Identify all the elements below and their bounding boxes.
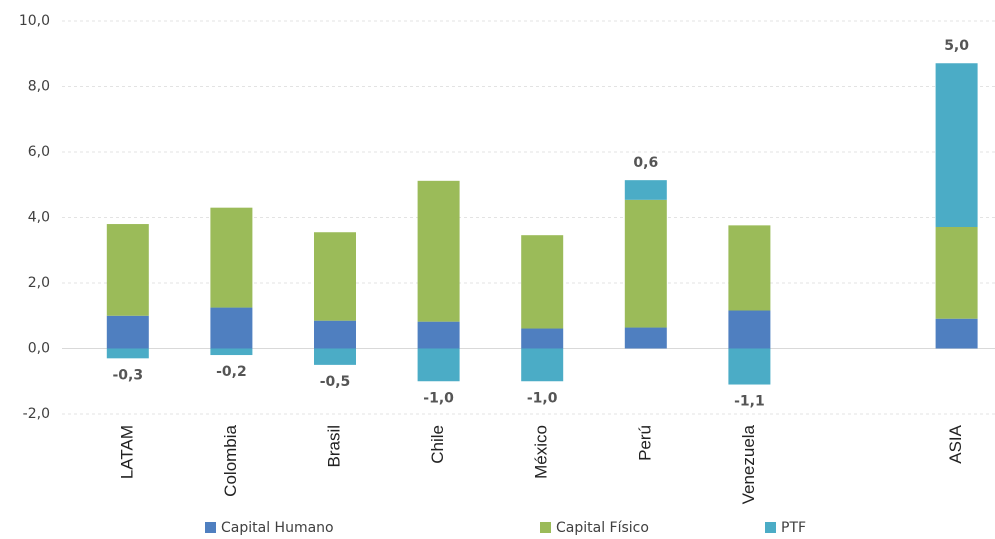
bar-segment: [624, 199, 667, 328]
y-tick-label: 0,0: [28, 341, 50, 357]
legend-label: Capital Humano: [221, 520, 334, 536]
data-label: -0,5: [320, 374, 351, 390]
x-tick-label: LATAM: [117, 425, 136, 479]
bar-segment: [106, 315, 149, 349]
bar-segment: [417, 348, 460, 382]
legend-swatch: [205, 522, 216, 533]
bar-segment: [210, 348, 253, 356]
bar-segment: [935, 63, 978, 227]
data-label: 5,0: [944, 38, 969, 54]
x-tick-label: México: [532, 425, 551, 479]
legend-swatch: [540, 522, 551, 533]
bar-segment: [624, 180, 667, 200]
bar-segment: [521, 348, 564, 382]
x-tick-label: Perú: [635, 425, 654, 461]
bar-segment: [106, 224, 149, 316]
bar-segment: [314, 348, 356, 365]
data-label: -1,0: [423, 390, 454, 406]
y-tick-label: 2,0: [28, 275, 50, 291]
bar-segment: [210, 207, 253, 308]
bar-segment: [935, 226, 978, 319]
y-tick-label: 10,0: [19, 13, 50, 29]
bar-segment: [106, 348, 149, 359]
x-tick-label: Chile: [428, 425, 447, 464]
bar-segment: [624, 327, 667, 349]
legend-label: PTF: [781, 520, 806, 536]
y-tick-label: 8,0: [28, 79, 50, 95]
y-tick-label: -2,0: [23, 406, 50, 422]
bar-segment: [521, 328, 564, 349]
y-tick-label: 6,0: [28, 144, 50, 160]
x-tick-label: Brasil: [324, 425, 343, 468]
legend-swatch: [765, 522, 776, 533]
bar-segment: [935, 318, 978, 349]
x-tick-label: ASIA: [946, 424, 965, 463]
data-label: 0,6: [633, 155, 658, 171]
bar-segment: [314, 232, 356, 321]
bar-segment: [728, 348, 771, 385]
bar-segment: [210, 307, 253, 349]
data-label: -1,1: [734, 394, 765, 410]
bar-segment: [417, 321, 460, 349]
bar-segment: [314, 320, 356, 349]
bar-segment: [417, 180, 460, 322]
y-tick-label: 4,0: [28, 210, 50, 226]
data-label: -1,0: [527, 390, 558, 406]
data-label: -0,2: [216, 364, 247, 380]
x-tick-label: Colombia: [221, 424, 240, 496]
bar-segment: [728, 225, 771, 311]
legend-label: Capital Físico: [556, 520, 649, 536]
x-tick-label: Venezuela: [739, 424, 758, 504]
data-label: -0,3: [112, 367, 143, 383]
bar-segment: [521, 235, 564, 329]
bar-segment: [728, 310, 771, 349]
